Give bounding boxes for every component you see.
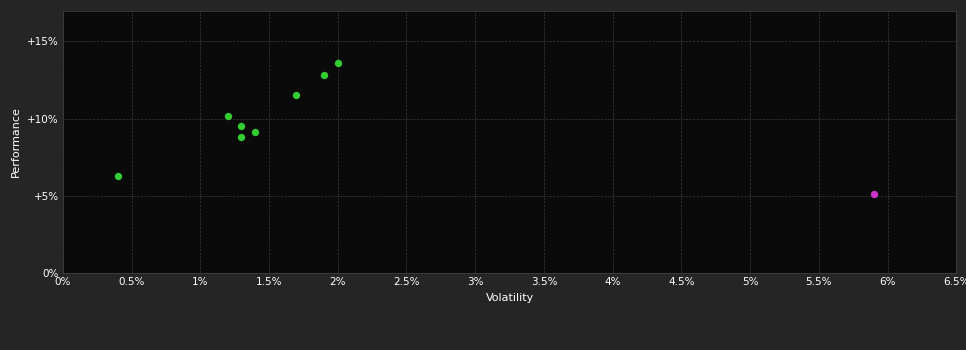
Point [867,191,882,197]
Point [220,113,236,118]
Point [247,130,263,135]
Point [110,173,126,178]
Point [234,134,249,140]
Y-axis label: Performance: Performance [12,106,21,177]
Point [234,124,249,129]
X-axis label: Volatility: Volatility [486,293,533,303]
Point [330,60,346,66]
Point [316,72,331,78]
Point [289,93,304,98]
